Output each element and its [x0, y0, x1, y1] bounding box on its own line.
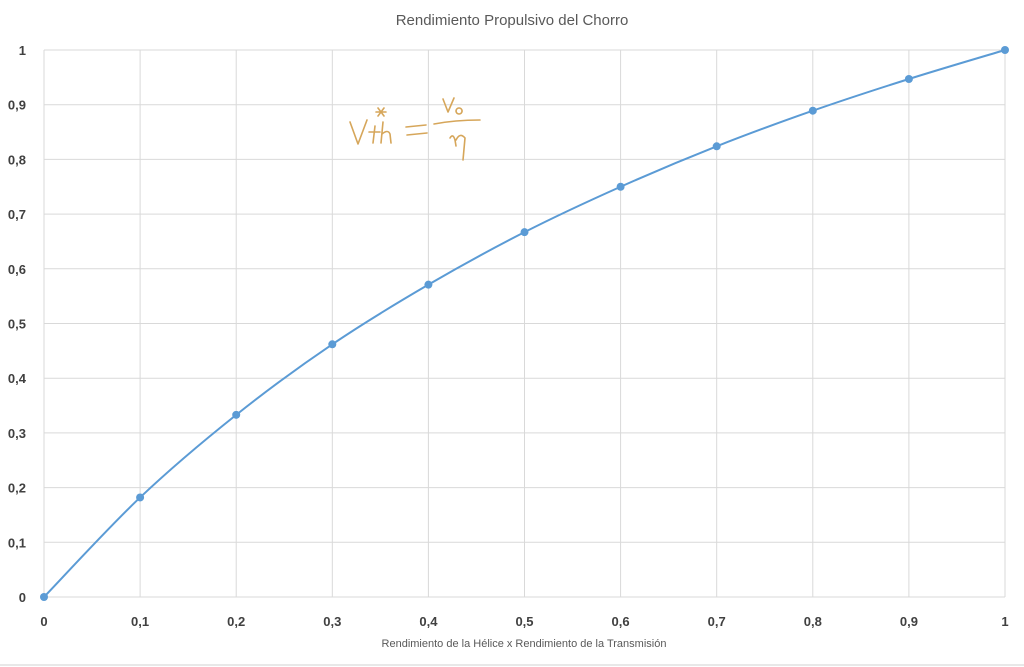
x-tick-label: 1 [1001, 614, 1008, 629]
grid [43, 49, 1006, 598]
data-point [40, 593, 48, 601]
handwritten-annotation [349, 97, 481, 161]
x-tick-label: 0,7 [708, 614, 726, 629]
data-point [904, 74, 913, 83]
y-tick-label: 1 [19, 43, 26, 58]
y-tick-label: 0,5 [8, 317, 26, 332]
x-axis-label: Rendimiento de la Hélice x Rendimiento d… [382, 638, 667, 650]
data-point [328, 340, 337, 349]
x-tick-label: 0,2 [227, 614, 245, 629]
x-tick-label: 0,6 [612, 614, 630, 629]
y-axis-ticks: 0 0,1 0,2 0,3 0,4 0,5 0,6 0,7 0,8 0,9 1 [8, 43, 27, 605]
y-tick-label: 0,7 [8, 207, 26, 222]
annotation-stroke [349, 119, 368, 145]
data-point [424, 280, 433, 289]
chart-title: Rendimiento Propulsivo del Chorro [396, 12, 629, 29]
x-tick-label: 0,3 [323, 614, 341, 629]
x-tick-label: 0,5 [515, 614, 533, 629]
x-tick-label: 0 [40, 614, 47, 629]
annotation-stroke [380, 121, 392, 144]
data-point [232, 410, 241, 419]
x-tick-label: 0,8 [804, 614, 822, 629]
y-tick-label: 0,1 [8, 535, 26, 550]
y-tick-label: 0,8 [8, 152, 26, 167]
data-point [1001, 46, 1009, 54]
y-tick-label: 0,2 [8, 481, 26, 496]
annotation-stroke [375, 107, 387, 117]
data-point [616, 182, 625, 191]
y-tick-label: 0 [19, 590, 26, 605]
data-point [136, 493, 145, 502]
data-point [520, 228, 529, 237]
y-tick-label: 0,9 [8, 98, 26, 113]
annotation-stroke [442, 97, 455, 113]
y-tick-label: 0,6 [8, 262, 26, 277]
annotation-stroke [433, 119, 481, 125]
x-tick-label: 0,9 [900, 614, 918, 629]
data-point [808, 106, 817, 115]
annotation-stroke [449, 134, 466, 161]
x-tick-label: 0,4 [419, 614, 438, 629]
data-point [712, 142, 721, 151]
x-axis-ticks: 0 0,1 0,2 0,3 0,4 0,5 0,6 0,7 0,8 0,9 1 [40, 614, 1008, 629]
series [40, 46, 1009, 601]
x-tick-label: 0,1 [131, 614, 149, 629]
annotation-stroke [405, 124, 428, 136]
annotation-stroke [368, 125, 381, 144]
annotation-stroke [455, 107, 463, 115]
y-tick-label: 0,4 [8, 371, 27, 386]
y-tick-label: 0,3 [8, 426, 26, 441]
